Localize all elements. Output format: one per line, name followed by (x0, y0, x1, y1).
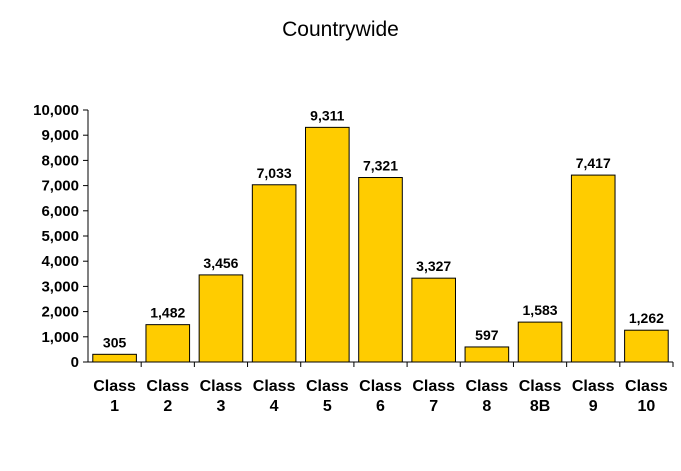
data-label: 9,311 (310, 107, 344, 123)
data-label: 7,417 (576, 155, 611, 171)
data-label: 1,583 (523, 302, 558, 318)
y-tick-label: 0 (71, 354, 79, 371)
x-tick-label: Class 8 (466, 378, 509, 415)
y-tick-label: 5,000 (41, 228, 79, 245)
x-tick-label: Class 10 (625, 378, 668, 415)
data-label: 597 (475, 327, 499, 343)
chart-title: Countrywide (282, 18, 399, 41)
bar (358, 177, 403, 363)
y-tick-label: 3,000 (41, 278, 79, 295)
data-label: 7,321 (363, 158, 398, 174)
x-tick-label: Class 6 (359, 378, 402, 415)
bar (570, 174, 616, 363)
y-tick-label: 10,000 (33, 102, 79, 119)
bar (411, 277, 456, 363)
y-tick-label: 4,000 (41, 253, 79, 270)
y-tick-label: 9,000 (41, 127, 79, 144)
bar (624, 329, 669, 363)
bar (198, 274, 244, 363)
x-tick-label: Class 5 (306, 378, 349, 415)
y-tick-label: 6,000 (41, 203, 79, 220)
data-label: 3,327 (416, 258, 451, 274)
bar (305, 126, 350, 363)
data-label: 1,262 (629, 310, 664, 326)
x-tick-label: Class 9 (572, 378, 615, 415)
x-tick-label: Class 8B (519, 378, 562, 415)
x-tick-label: Class 7 (412, 378, 455, 415)
y-tick-label: 2,000 (41, 304, 79, 321)
bar (145, 324, 191, 363)
data-label: 3,456 (203, 255, 238, 271)
data-label: 7,033 (257, 165, 292, 181)
data-label: 1,482 (150, 305, 185, 321)
y-tick-label: 1,000 (41, 329, 79, 346)
y-tick-label: 7,000 (41, 178, 79, 195)
bar (517, 321, 563, 363)
bar (251, 184, 297, 363)
x-tick-label: Class 2 (146, 378, 189, 415)
x-tick-label: Class 1 (93, 378, 136, 415)
bar (464, 346, 510, 363)
x-tick-label: Class 3 (200, 378, 243, 415)
bar (92, 353, 137, 363)
x-tick-label: Class 4 (253, 378, 296, 415)
y-tick-label: 8,000 (41, 152, 79, 169)
data-label: 305 (103, 334, 127, 350)
